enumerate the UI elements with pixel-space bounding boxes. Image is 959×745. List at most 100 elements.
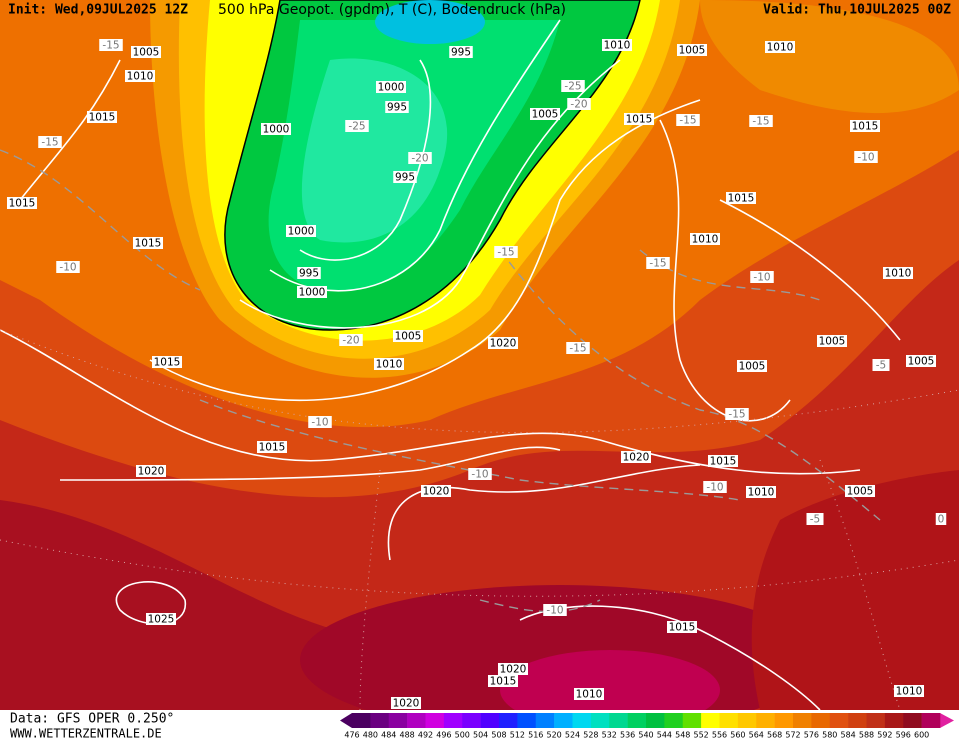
isotherm-label-box — [646, 257, 670, 269]
color-swatch — [646, 713, 665, 728]
color-swatch — [737, 713, 757, 728]
isobar-label: 1005 — [847, 486, 874, 498]
colorbar-label: 516 — [528, 731, 543, 740]
isobar-label-box — [391, 697, 421, 709]
isotherm-label: -15 — [41, 137, 58, 149]
isotherm-label: -20 — [570, 99, 587, 111]
isotherm-label-box — [725, 408, 749, 420]
isobar-label-box — [765, 41, 795, 53]
init-time: Init: Wed,09JUL2025 12Z — [8, 3, 188, 18]
isotherm-label: -15 — [569, 343, 586, 355]
isobar-label: 1000 — [299, 287, 326, 299]
color-swatch — [866, 713, 886, 728]
colorbar-label: 588 — [859, 731, 874, 740]
colorbar-label: 572 — [785, 731, 800, 740]
isobar-label-box — [677, 44, 707, 56]
isotherm-label-box — [749, 115, 773, 127]
isotherm-label: -10 — [753, 272, 770, 284]
colorbar-label: 600 — [914, 731, 929, 740]
isotherm-label: -10 — [546, 605, 563, 617]
colorbar-label: 584 — [840, 731, 855, 740]
isotherm-label-box — [408, 152, 432, 164]
isobar-label: 1010 — [127, 71, 154, 83]
isobar-label: 1005 — [133, 47, 160, 59]
isobar-label: 1015 — [154, 357, 181, 369]
isobar-label-box — [845, 485, 875, 497]
isotherm-label-box — [468, 468, 492, 480]
color-swatch — [664, 713, 684, 728]
isobar-label: 1005 — [395, 331, 422, 343]
isotherm-label: -20 — [411, 153, 428, 165]
isobar-label-box — [297, 267, 321, 279]
isobar-label-box — [136, 465, 166, 477]
colorbar-start — [340, 713, 352, 728]
colorbar-label: 512 — [510, 731, 525, 740]
color-swatch — [443, 713, 463, 728]
isotherm-label: -10 — [857, 152, 874, 164]
isotherm-label-box — [566, 342, 590, 354]
isobar-label: 1020 — [490, 338, 517, 350]
colorbar-label: 548 — [675, 731, 690, 740]
isobar-label: 1025 — [148, 614, 175, 626]
isotherm-label-box — [38, 136, 62, 148]
isobar-label-box — [449, 46, 473, 58]
isotherm-label-box — [561, 80, 585, 92]
graticule — [0, 329, 959, 711]
isotherm-label-box — [543, 604, 567, 616]
colorbar-label: 564 — [749, 731, 764, 740]
isobar-label-box — [133, 237, 163, 249]
color-swatch — [462, 713, 481, 728]
isobar-label-box — [574, 688, 604, 700]
isobar-label-box — [376, 81, 406, 93]
color-swatch — [811, 713, 831, 728]
isobar-label: 1015 — [135, 238, 162, 250]
isotherm-label-box — [567, 98, 591, 110]
isobar-label-box — [87, 111, 117, 123]
colorbar-label: 488 — [399, 731, 414, 740]
isobar-label: 1020 — [393, 698, 420, 710]
isotherm-label: -15 — [752, 116, 769, 128]
isobar-label: 1010 — [692, 234, 719, 246]
isotherm-label-box — [872, 359, 890, 371]
color-swatch — [719, 713, 739, 728]
isotherm-label-box — [339, 334, 363, 346]
isobar-label-box — [421, 485, 451, 497]
isotherm-label-box — [806, 513, 824, 525]
color-swatch — [572, 713, 592, 728]
color-swatch — [388, 713, 408, 728]
colorbar-label: 528 — [583, 731, 598, 740]
isobar-label-box — [906, 355, 936, 367]
isobar-label-box — [726, 192, 756, 204]
isobar-label: 1000 — [288, 226, 315, 238]
colorbar-label: 524 — [565, 731, 580, 740]
isobar-label-box — [621, 451, 651, 463]
colorbar: 476 480 484 488 492 496 500 504 508 512 516 520 524 5… — [340, 713, 954, 740]
isotherm-label: -10 — [706, 482, 723, 494]
isobar-label: 1010 — [604, 40, 631, 52]
isobar-label-box — [7, 197, 37, 209]
colorbar-label: 580 — [822, 731, 837, 740]
colorbar-label: 532 — [602, 731, 617, 740]
isotherm-label: -20 — [342, 335, 359, 347]
valid-time: Valid: Thu,10JUL2025 00Z — [763, 3, 951, 18]
isotherm-label: -25 — [564, 81, 581, 93]
colorbar-end — [940, 713, 954, 728]
isotherm-label: -25 — [348, 121, 365, 133]
color-swatch — [682, 713, 702, 728]
isotherm-label: -15 — [728, 409, 745, 421]
isobar-label-box — [530, 108, 560, 120]
color-swatch — [370, 713, 390, 728]
isobar-label-box — [894, 685, 924, 697]
color-swatch — [627, 713, 647, 728]
isobar-label-box — [297, 286, 327, 298]
colorbar-label: 500 — [455, 731, 470, 740]
isobar-label: 1015 — [669, 622, 696, 634]
isobar-label: 1010 — [376, 359, 403, 371]
colorbar-label: 504 — [473, 731, 488, 740]
colorbar-label: 508 — [491, 731, 506, 740]
isobar-label: 1015 — [89, 112, 116, 124]
isobars — [0, 19, 901, 711]
isotherm-label-box — [56, 261, 80, 273]
isobar-label: 1015 — [9, 198, 36, 210]
color-swatch — [701, 713, 720, 728]
